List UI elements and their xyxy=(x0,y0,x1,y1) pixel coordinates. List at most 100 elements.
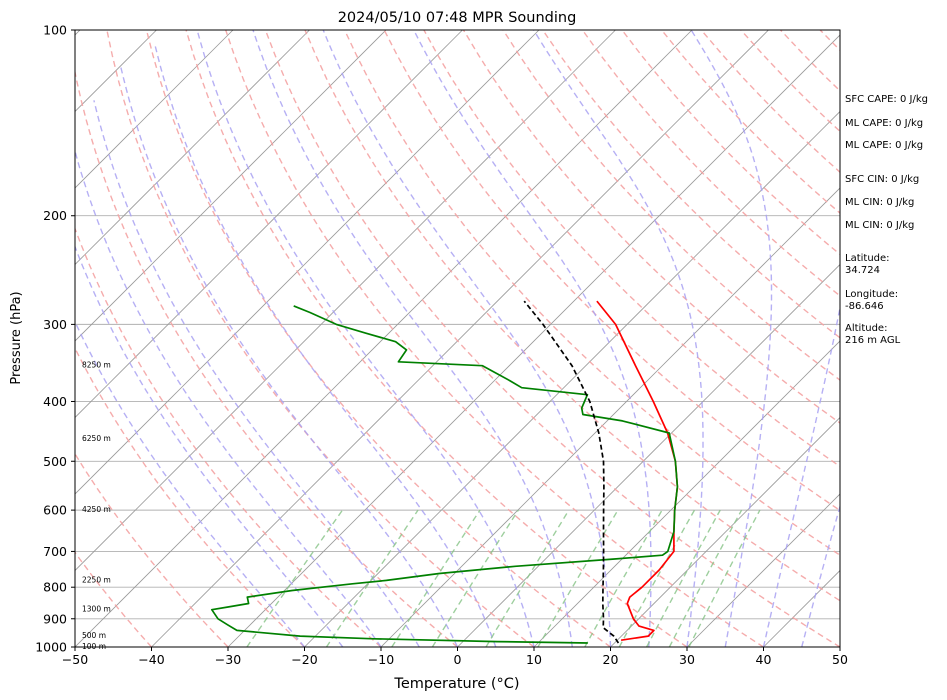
moist-adiabat-line xyxy=(120,67,459,647)
moist-adiabat-line xyxy=(322,30,612,647)
moist-adiabat-line xyxy=(801,503,840,647)
isotherm-line xyxy=(151,30,769,647)
dry-adiabat-line xyxy=(343,30,840,556)
isotherm-line xyxy=(75,30,310,266)
isotherm-line xyxy=(457,263,840,647)
mixing-ratio-line xyxy=(391,509,481,647)
isotherm-line xyxy=(610,416,840,647)
mixing-ratio-line xyxy=(618,509,696,647)
dry-adiabat-line xyxy=(304,30,840,602)
x-tick-label: 0 xyxy=(454,652,462,667)
plot-area xyxy=(0,30,840,647)
x-axis-label: Temperature (°C) xyxy=(393,676,519,692)
dry-adiabat-line xyxy=(75,68,458,647)
mixing-ratio-line xyxy=(668,509,743,647)
dry-adiabat-line xyxy=(106,30,535,647)
x-tick-label: −10 xyxy=(368,652,394,667)
sfc-cin-text: SFC CIN: 0 J/kg xyxy=(845,174,919,185)
dry-adiabat-line xyxy=(225,30,764,647)
y-tick-label: 700 xyxy=(43,544,67,559)
isotherm-line xyxy=(533,340,840,647)
mixing-ratio-line xyxy=(584,509,663,647)
isotherm-line xyxy=(686,493,840,647)
info-panel: SFC CAPE: 0 J/kg ML CAPE: 0 J/kg ML CAPE… xyxy=(845,94,928,346)
isotherm-lines xyxy=(0,30,840,647)
dry-adiabat-line xyxy=(75,226,382,647)
moist-adiabat-line xyxy=(762,304,840,647)
moist-adiabat-line xyxy=(153,42,497,647)
plot-frame xyxy=(74,29,841,648)
isotherm-line xyxy=(380,187,840,647)
mixing-ratio-line xyxy=(645,509,721,647)
mixing-ratio-line xyxy=(325,509,419,647)
parcel-profile-line xyxy=(523,300,620,644)
altitude-value: 216 m AGL xyxy=(845,335,901,346)
y-axis-ticks: 1000 900 800 700 600 500 400 300 200 100 xyxy=(35,23,75,655)
y-tick-label: 500 xyxy=(43,454,67,469)
y-tick-label: 400 xyxy=(43,394,67,409)
y-tick-label: 300 xyxy=(43,317,67,332)
dry-adiabat-line xyxy=(185,30,688,647)
moist-adiabat-lines xyxy=(75,30,840,647)
ml-cape-text-2: ML CAPE: 0 J/kg xyxy=(845,140,923,151)
mixing-ratio-line xyxy=(688,509,761,647)
pressure-gridlines xyxy=(75,30,840,647)
isotherm-line xyxy=(75,30,540,495)
x-tick-label: −40 xyxy=(138,652,164,667)
x-tick-label: −50 xyxy=(62,652,88,667)
dry-adiabat-line xyxy=(264,30,840,647)
x-tick-label: 20 xyxy=(603,652,619,667)
height-label: 2250 m xyxy=(82,575,111,584)
y-tick-label: 900 xyxy=(43,611,67,626)
x-tick-label: −30 xyxy=(215,652,241,667)
height-label: 500 m xyxy=(82,631,106,640)
isotherm-line xyxy=(75,30,616,572)
mixing-ratio-lines xyxy=(246,509,761,647)
y-axis-label: Pressure (hPa) xyxy=(9,291,24,384)
dry-adiabat-line xyxy=(75,346,305,647)
temperature-profile-line xyxy=(596,300,679,642)
moist-adiabat-line xyxy=(533,30,704,647)
isotherm-line xyxy=(75,30,463,419)
x-axis-ticks: −50 −40 −30 −20 −10 0 10 20 30 40 50 xyxy=(62,647,848,667)
dry-adiabat-line xyxy=(145,30,611,647)
x-tick-label: 10 xyxy=(526,652,542,667)
moist-adiabat-line xyxy=(75,244,344,647)
y-tick-label: 100 xyxy=(43,23,67,38)
height-label: 6250 m xyxy=(82,434,111,443)
height-label: 8250 m xyxy=(82,361,111,370)
moist-adiabat-line xyxy=(252,30,573,647)
dry-adiabat-lines xyxy=(75,30,840,647)
x-tick-label: 30 xyxy=(679,652,695,667)
isotherm-line xyxy=(75,30,234,189)
x-tick-label: 40 xyxy=(756,652,772,667)
moist-adiabat-line xyxy=(75,320,306,647)
height-label: 1300 m xyxy=(82,605,111,614)
moist-adiabat-line xyxy=(690,30,773,647)
longitude-label: Longitude: xyxy=(845,289,898,300)
longitude-value: -86.646 xyxy=(845,301,884,312)
ml-cin-text-2: ML CIN: 0 J/kg xyxy=(845,220,914,231)
dewpoint-profile-line xyxy=(210,305,679,644)
ml-cape-text: ML CAPE: 0 J/kg xyxy=(845,118,923,129)
y-tick-label: 200 xyxy=(43,208,67,223)
latitude-label: Latitude: xyxy=(845,253,890,264)
y-tick-label: 1000 xyxy=(35,640,67,655)
x-tick-label: −20 xyxy=(291,652,317,667)
moist-adiabat-line xyxy=(413,30,652,647)
isotherm-line xyxy=(227,34,840,647)
isotherm-line xyxy=(0,30,4,647)
dry-adiabat-line xyxy=(75,452,229,647)
y-tick-label: 600 xyxy=(43,503,67,518)
sfc-cape-text: SFC CAPE: 0 J/kg xyxy=(845,94,928,105)
height-label: 4250 m xyxy=(82,505,111,514)
y-tick-label: 800 xyxy=(43,580,67,595)
mixing-ratio-line xyxy=(431,509,519,647)
dry-adiabat-line xyxy=(423,30,840,468)
ml-cin-text: ML CIN: 0 J/kg xyxy=(845,197,914,208)
moist-adiabat-line xyxy=(93,100,420,647)
sounding-profiles xyxy=(210,300,679,644)
latitude-value: 34.724 xyxy=(845,265,880,276)
